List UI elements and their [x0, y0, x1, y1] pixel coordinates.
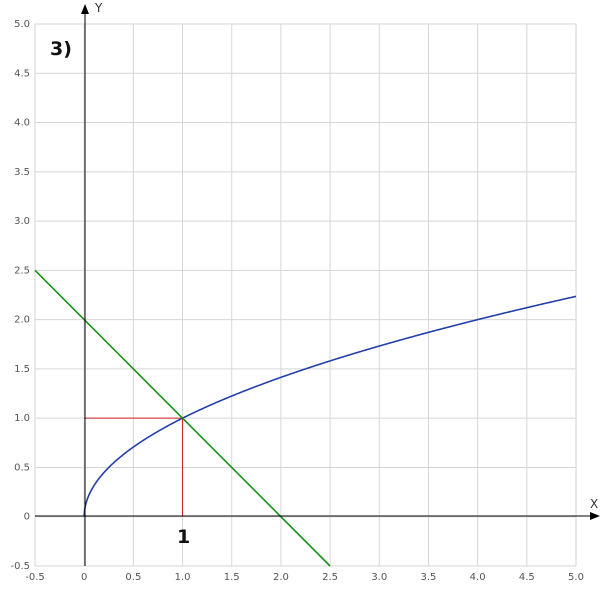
y-tick-label: 1.0 — [14, 413, 30, 424]
x-tick-labels: -0.5 0 0.5 1.0 1.5 2.0 2.5 3.0 3.5 4.0 4.5 5.0 — [25, 572, 584, 583]
x-tick-label: 0.5 — [125, 572, 141, 583]
x-tick-label: 0 — [81, 572, 87, 583]
x-tick-label: 5.0 — [568, 572, 584, 583]
series-line-0 — [83, 295, 577, 517]
y-tick-label: 0 — [24, 512, 30, 523]
x-axis-arrow — [590, 512, 600, 520]
y-tick-label: 3.0 — [14, 216, 30, 227]
x-tick-label: 1.0 — [175, 572, 191, 583]
guide-lines — [84, 417, 184, 517]
x-tick-label: 2.5 — [322, 572, 338, 583]
y-tick-label: 4.5 — [14, 68, 30, 79]
y-tick-label: 2.5 — [14, 265, 30, 276]
y-axis-arrow — [81, 4, 89, 14]
y-tick-label: 2.0 — [14, 315, 30, 326]
x-tick-label: 1.5 — [224, 572, 240, 583]
series-line-1 — [34, 269, 331, 567]
x-tick-label: -0.5 — [25, 572, 45, 583]
series-lines — [34, 269, 577, 567]
intersection-x-label: 1 — [177, 526, 190, 548]
x-axis-label: X — [590, 497, 598, 511]
y-tick-label: -0.5 — [10, 561, 30, 572]
x-tick-label: 4.0 — [470, 572, 486, 583]
y-tick-label: 1.5 — [14, 364, 30, 375]
x-tick-label: 3.5 — [421, 572, 437, 583]
y-tick-label: 5.0 — [14, 19, 30, 30]
x-tick-label: 4.5 — [519, 572, 535, 583]
y-tick-label: 3.5 — [14, 167, 30, 178]
x-tick-label: 3.0 — [371, 572, 387, 583]
y-tick-label: 4.0 — [14, 118, 30, 129]
x-tick-label: 2.0 — [273, 572, 289, 583]
problem-number-label: 3) — [50, 38, 72, 60]
y-tick-label: 0.5 — [14, 462, 30, 473]
grid — [34, 23, 577, 567]
y-axis-label: Y — [94, 1, 103, 15]
axes: X Y — [35, 1, 600, 566]
y-tick-labels: -0.5 0 0.5 1.0 1.5 2.0 2.5 3.0 3.5 4.0 4.5 5.0 — [10, 19, 30, 572]
